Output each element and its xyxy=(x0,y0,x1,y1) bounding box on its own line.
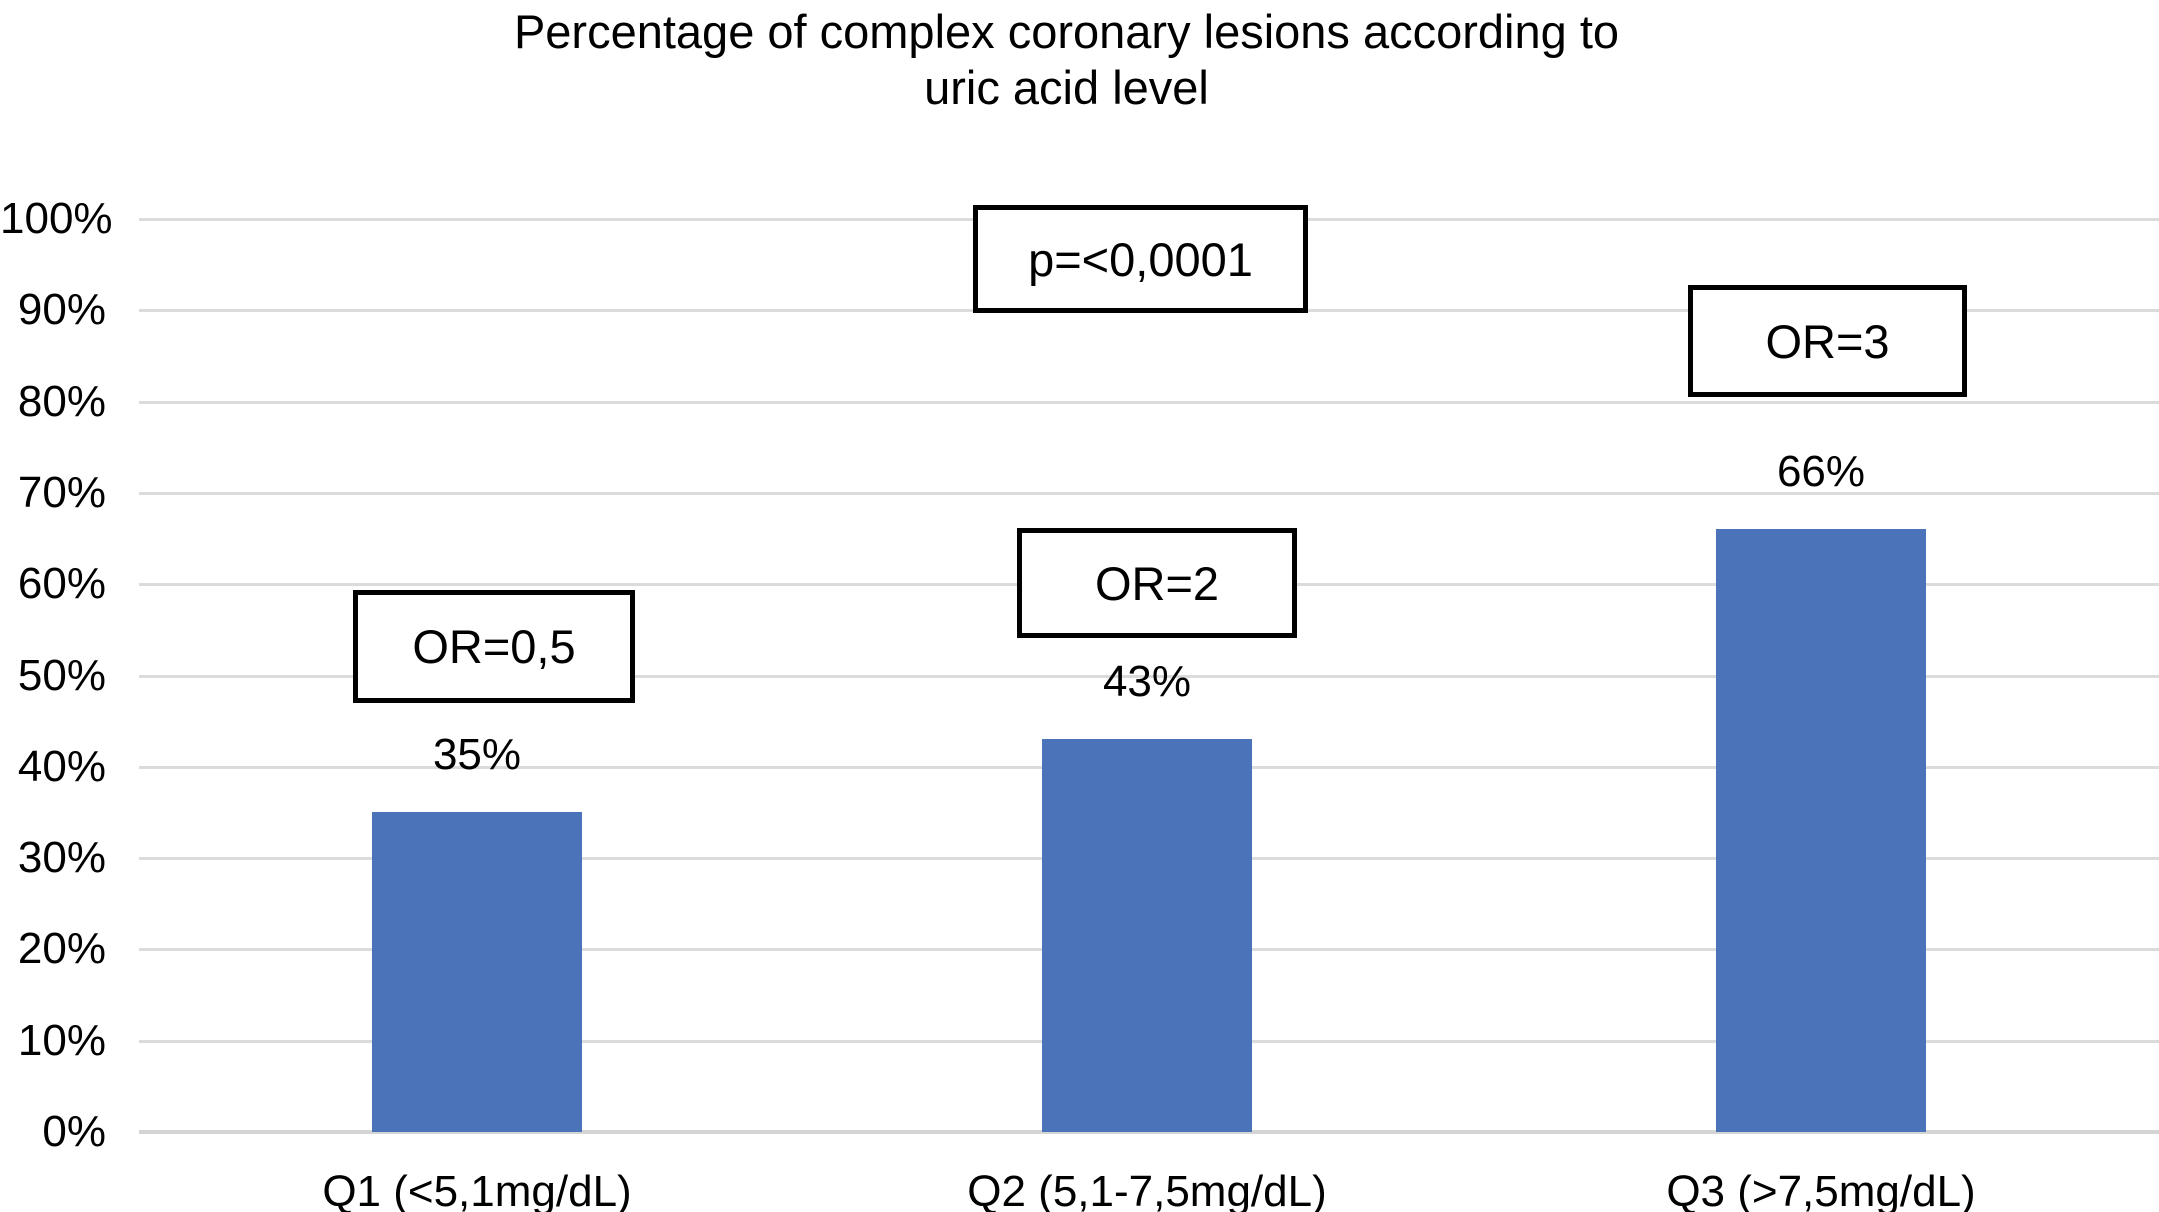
y-tick-label: 50% xyxy=(17,650,106,700)
y-tick-label: 80% xyxy=(17,376,106,426)
y-tick-label: 30% xyxy=(17,833,106,883)
x-category-label: Q3 (>7,5mg/dL) xyxy=(1666,1167,1976,1212)
annotation-label-or-q3: OR=3 xyxy=(1765,314,1890,368)
y-tick-label: 70% xyxy=(17,467,106,517)
gridline xyxy=(139,400,2159,404)
x-category-label: Q2 (5,1-7,5mg/dL) xyxy=(967,1167,1327,1212)
annotation-box-p-value: p=<0,0001 xyxy=(973,205,1308,313)
bar xyxy=(1042,739,1252,1132)
y-tick-label: 10% xyxy=(17,1015,106,1065)
annotation-label-or-q2: OR=2 xyxy=(1094,556,1220,610)
bar-value-label: 66% xyxy=(1776,447,1866,497)
x-axis-line xyxy=(139,1130,2159,1134)
annotation-box-or-q1: OR=0,5 xyxy=(353,590,635,703)
chart-title: Percentage of complex coronary lesions a… xyxy=(0,4,2146,116)
gridline xyxy=(139,491,2159,495)
annotation-box-or-q2: OR=2 xyxy=(1017,528,1297,638)
chart-title-line-1: Percentage of complex coronary lesions a… xyxy=(513,5,1620,58)
chart-title-line-2: uric acid level xyxy=(924,61,1209,114)
y-tick-label: 90% xyxy=(17,285,106,335)
annotation-label-p-value: p=<0,0001 xyxy=(1028,232,1253,286)
bar-value-label: 43% xyxy=(1102,657,1192,707)
annotation-label-or-q1: OR=0,5 xyxy=(412,620,576,673)
y-tick-label: 0% xyxy=(42,1107,106,1156)
bar xyxy=(372,812,582,1132)
annotation-box-or-q3: OR=3 xyxy=(1688,285,1967,397)
bar-value-label: 35% xyxy=(432,730,522,780)
gridline xyxy=(139,674,2159,678)
bar xyxy=(1716,529,1926,1132)
y-tick-label: 20% xyxy=(17,924,106,974)
y-tick-label: 60% xyxy=(17,559,106,609)
x-category-label: Q1 (<5,1mg/dL) xyxy=(322,1167,632,1212)
y-tick-label: 100% xyxy=(0,194,113,243)
y-tick-label: 40% xyxy=(17,741,106,791)
